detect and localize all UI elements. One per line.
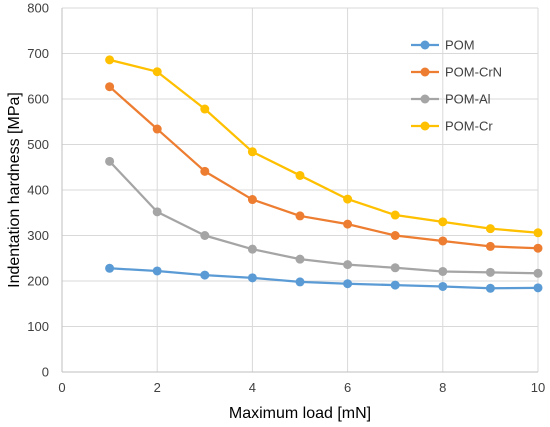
data-point: [390, 263, 400, 273]
series-pom: [105, 263, 543, 293]
series-pom-cr: [105, 55, 543, 238]
data-point: [105, 263, 115, 273]
legend: POM POM-CrN POM-Al POM-Cr: [411, 38, 502, 134]
x-tick-label: 10: [531, 380, 545, 395]
y-axis-title: Indentation hardness [MPa]: [6, 92, 23, 288]
data-point: [200, 104, 210, 114]
series-line: [108, 160, 539, 275]
data-point: [533, 268, 543, 278]
data-point: [247, 195, 257, 205]
legend-swatch-marker: [420, 67, 430, 77]
data-point: [200, 166, 210, 176]
data-point: [105, 55, 115, 65]
data-point: [247, 273, 257, 283]
x-tick-label: 4: [249, 380, 256, 395]
data-point: [343, 219, 353, 229]
series-pom-al: [105, 156, 543, 278]
series-group: [105, 55, 543, 293]
y-tick-label: 400: [27, 183, 49, 198]
data-point: [390, 231, 400, 240]
grid: [62, 7, 539, 372]
legend-item: POM-Cr: [411, 119, 493, 134]
axes: [61, 8, 538, 373]
data-point: [343, 194, 353, 204]
data-point: [152, 266, 162, 276]
legend-item: POM: [411, 38, 475, 53]
data-point: [247, 244, 257, 254]
y-tick-label: 200: [27, 274, 49, 289]
data-point: [438, 281, 448, 291]
legend-swatch-marker: [420, 40, 430, 50]
data-point: [533, 243, 543, 253]
data-point: [152, 124, 162, 134]
legend-swatch-marker: [420, 121, 430, 131]
data-point: [295, 211, 305, 221]
data-point: [485, 241, 495, 251]
series-line: [108, 85, 539, 250]
y-tick-label: 600: [27, 92, 49, 107]
y-tick-label: 700: [27, 46, 49, 61]
data-point: [247, 147, 257, 157]
data-point: [105, 156, 115, 166]
legend-label: POM-Al: [445, 92, 491, 107]
y-tick-label: 800: [27, 1, 49, 16]
data-point: [105, 82, 115, 92]
data-point: [533, 228, 543, 238]
series-line: [109, 267, 539, 290]
x-tick-label: 0: [58, 380, 65, 395]
tick-labels: 0 100 200 300 400 500 600 700 800 0 2 4 6 8 10: [27, 1, 545, 396]
data-point: [200, 231, 210, 240]
data-point: [152, 67, 162, 77]
x-tick-label: 8: [439, 380, 446, 395]
data-point: [485, 267, 495, 277]
data-point: [438, 217, 448, 227]
data-point: [343, 279, 353, 289]
legend-item: POM-Al: [411, 92, 491, 107]
legend-label: POM: [445, 38, 475, 53]
y-tick-label: 500: [27, 137, 49, 152]
y-tick-label: 300: [27, 228, 49, 243]
data-point: [533, 283, 543, 293]
data-point: [438, 236, 448, 246]
legend-item: POM-CrN: [411, 65, 502, 80]
x-tick-label: 6: [344, 380, 351, 395]
data-point: [295, 170, 305, 180]
data-point: [390, 210, 400, 220]
y-tick-label: 0: [42, 365, 49, 380]
x-axis-title: Maximum load [mN]: [229, 405, 371, 422]
y-tick-label: 100: [27, 319, 49, 334]
series-line: [109, 58, 539, 234]
legend-label: POM-Cr: [445, 119, 493, 134]
data-point: [343, 260, 353, 270]
data-point: [485, 224, 495, 234]
data-point: [295, 277, 305, 287]
data-point: [152, 207, 162, 217]
data-point: [390, 280, 400, 290]
data-point: [485, 283, 495, 293]
legend-swatch-marker: [420, 94, 430, 104]
legend-label: POM-CrN: [445, 65, 502, 80]
data-point: [438, 266, 448, 276]
data-point: [200, 270, 210, 280]
series-pom-crn: [105, 82, 543, 253]
data-point: [295, 254, 305, 264]
x-tick-label: 2: [154, 380, 161, 395]
